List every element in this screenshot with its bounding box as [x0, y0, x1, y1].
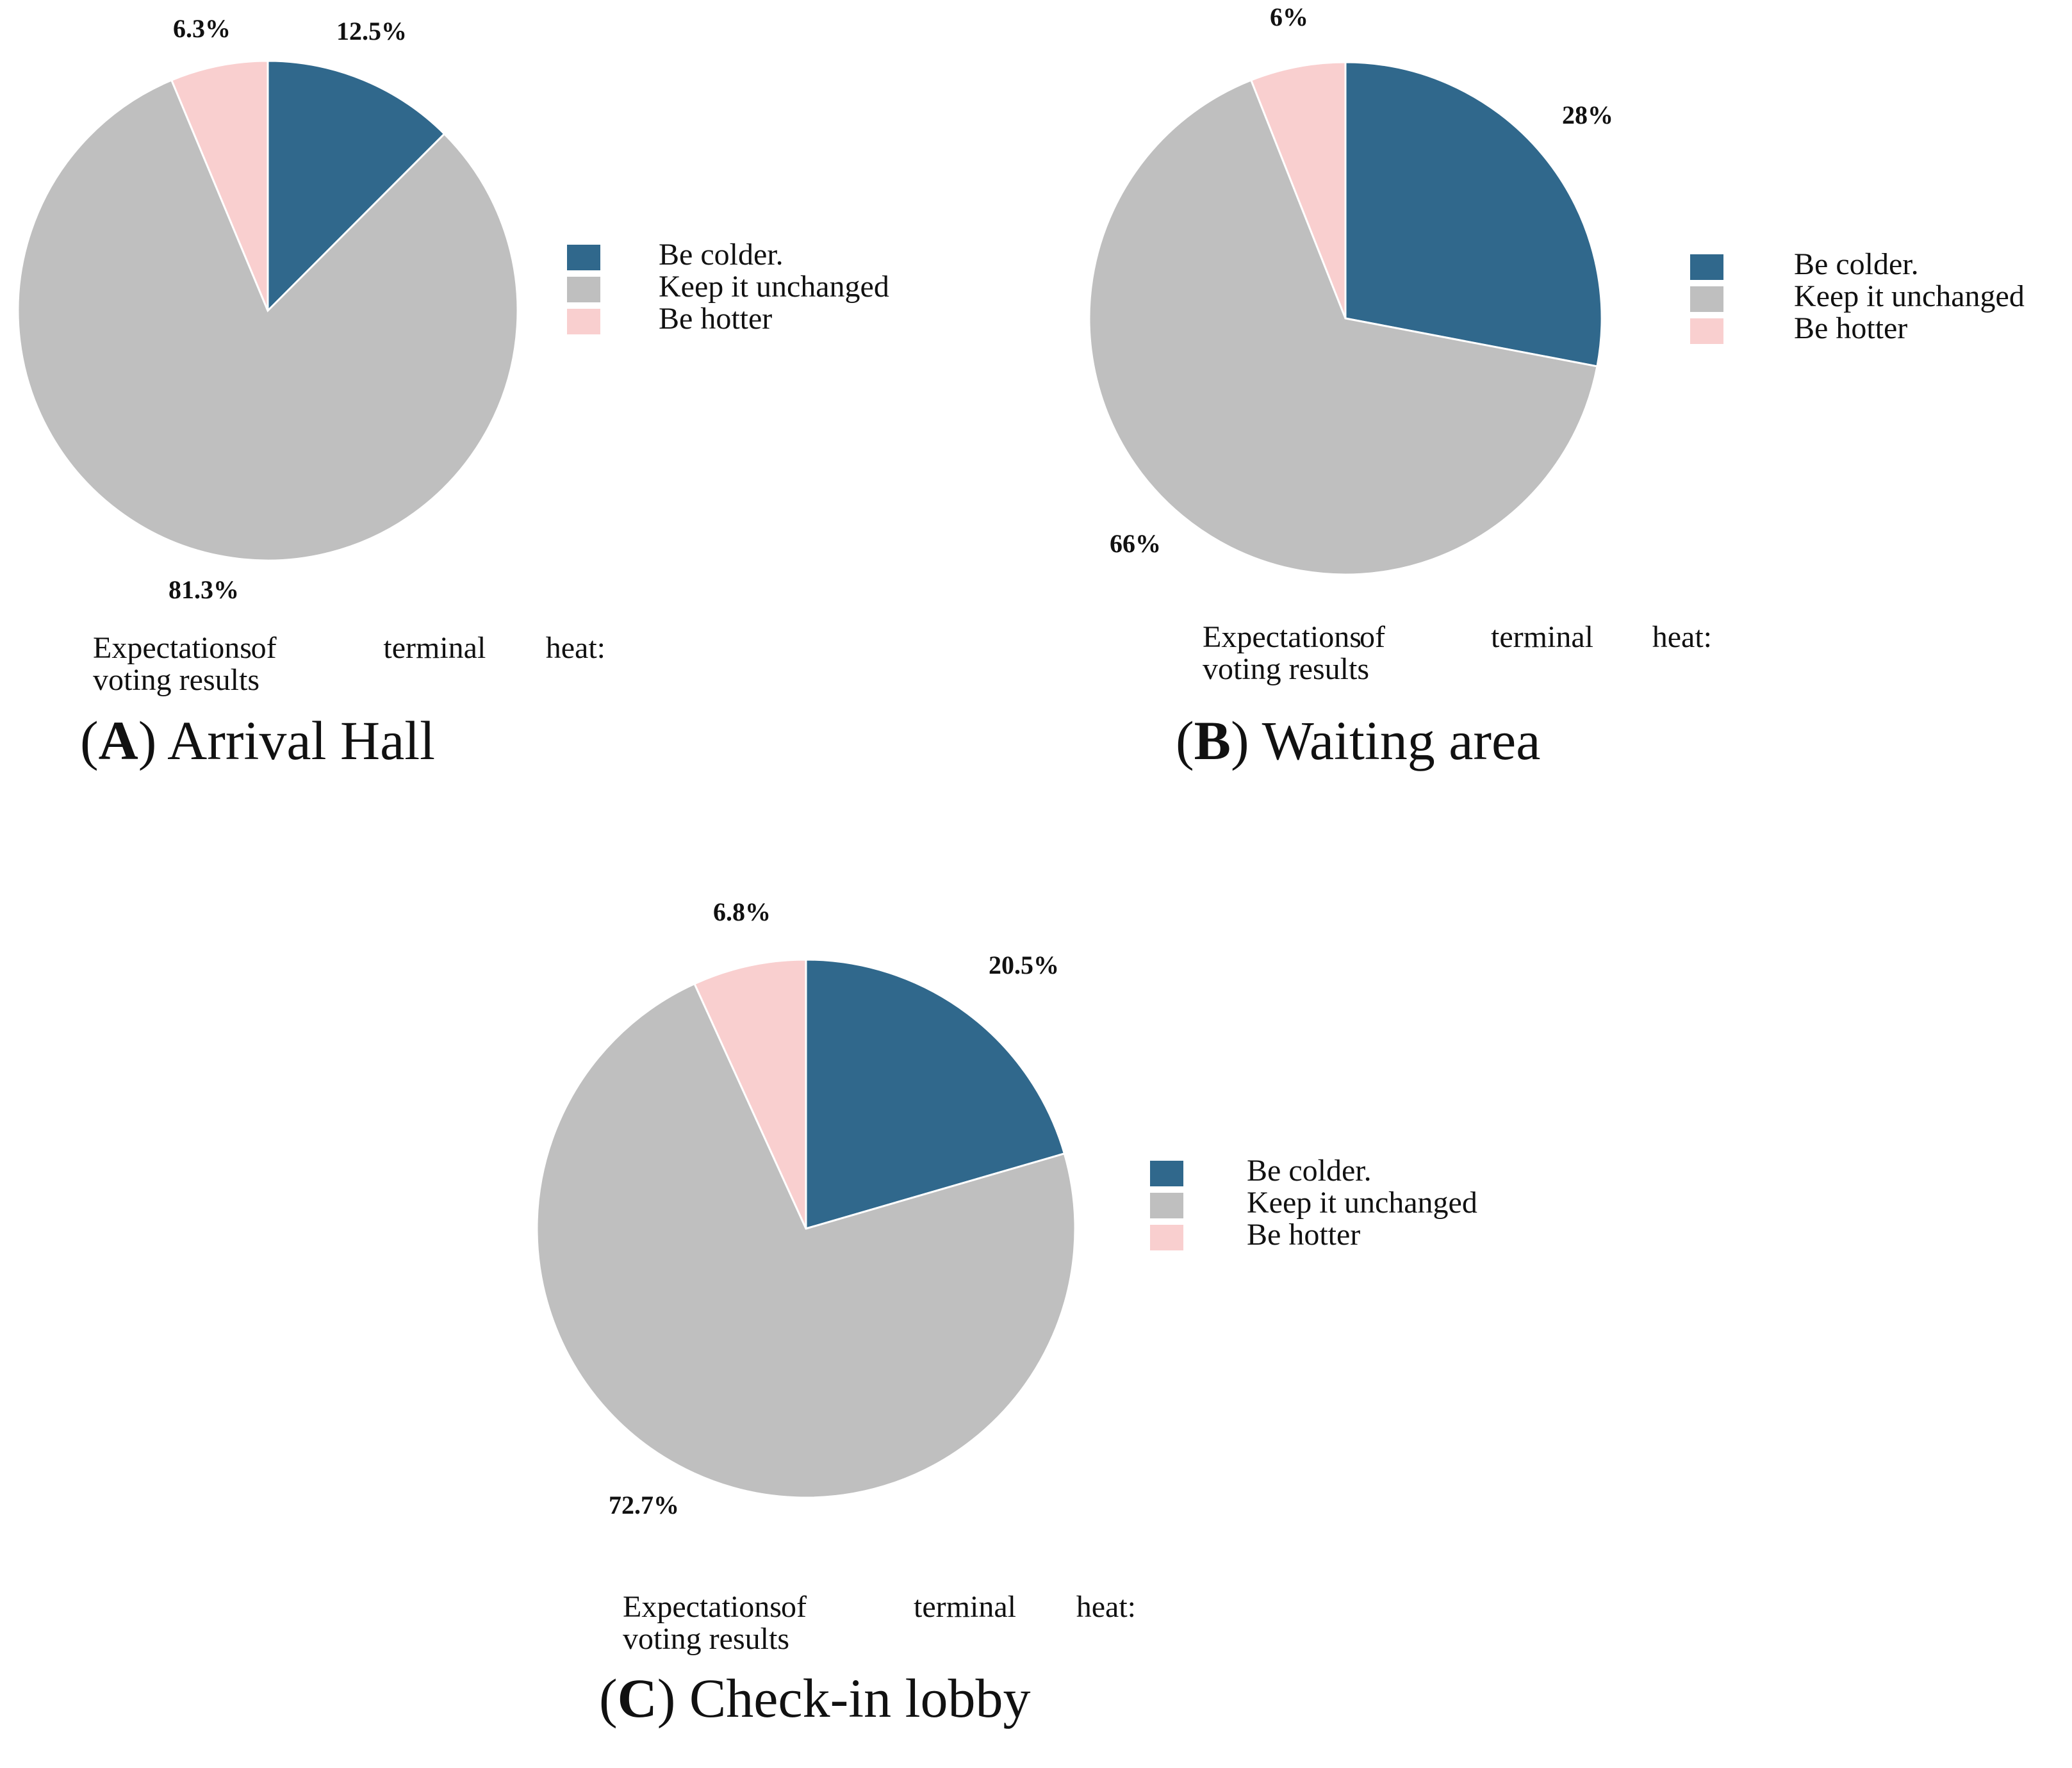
panel-title: Check-in lobby	[689, 1667, 1031, 1729]
subtitle-line-2: voting results	[623, 1622, 789, 1656]
pie-slice-be-colder	[267, 60, 446, 313]
subtitle-word: of	[781, 1590, 807, 1624]
subtitle-word: Expectations	[1203, 620, 1361, 654]
legend-label: Be hotter	[1794, 311, 1907, 345]
data-label: 66%	[1110, 529, 1161, 558]
pie-slice-keep-it-unchanged	[536, 982, 1076, 1499]
pie-slice-be-colder	[1344, 61, 1603, 368]
panel-letter: B	[1194, 710, 1231, 771]
subtitle-word: terminal	[383, 631, 486, 665]
legend-swatch	[1690, 286, 1723, 312]
caption-paren-close: )	[657, 1667, 689, 1729]
legend-swatch	[1150, 1161, 1183, 1186]
panel-title: Arrival Hall	[167, 710, 435, 771]
legend-label: Be hotter	[659, 302, 772, 336]
caption-paren-open: (	[599, 1667, 618, 1729]
legend-swatch	[1690, 254, 1723, 280]
data-label: 6.8%	[713, 897, 771, 926]
data-label: 6%	[1270, 3, 1308, 31]
pie-slice-be-colder	[805, 958, 1066, 1230]
subtitle-word: Expectations	[623, 1590, 782, 1624]
caption-paren-close: )	[138, 710, 167, 771]
subtitle-word: of	[251, 631, 277, 665]
legend-label: Keep it unchanged	[1794, 279, 2025, 313]
caption-paren-open: (	[80, 710, 99, 771]
legend-swatch	[1150, 1193, 1183, 1218]
panel-caption: (C) Check-in lobby	[599, 1667, 1031, 1729]
pie-slice-be-hotter	[693, 958, 807, 1229]
pie-chart-c: 20.5% 72.7% 6.8% Be colder.Keep it unchange…	[536, 897, 1477, 1729]
data-label: 72.7%	[609, 1491, 679, 1519]
subtitle-word: of	[1360, 620, 1385, 654]
panel-title: Waiting area	[1262, 710, 1541, 771]
pie-slice-keep-it-unchanged	[1088, 79, 1599, 576]
legend-label: Be hotter	[1247, 1218, 1360, 1252]
panel-letter: C	[618, 1667, 657, 1729]
subtitle-line-2: voting results	[1203, 652, 1369, 686]
legend-label: Keep it unchanged	[659, 270, 889, 304]
data-label: 81.3%	[169, 575, 239, 604]
data-label: 28%	[1562, 101, 1613, 129]
legend-swatch	[1150, 1225, 1183, 1250]
data-label: 12.5%	[336, 17, 407, 45]
legend-label: Be colder.	[1794, 247, 1919, 281]
subtitle-word: heat:	[546, 631, 605, 665]
pie-chart-a: 12.5% 81.3% 6.3% Be colder.Keep it unchange…	[17, 14, 889, 771]
legend-swatch	[567, 277, 600, 302]
panel-caption: (A) Arrival Hall	[80, 710, 435, 771]
legend-label: Be colder.	[659, 238, 784, 272]
subtitle-word: heat:	[1652, 620, 1712, 654]
subtitle-word: heat:	[1076, 1590, 1136, 1624]
subtitle-line-2: voting results	[93, 663, 259, 697]
legend-swatch	[1690, 318, 1723, 344]
panel-letter: A	[99, 710, 138, 771]
data-label: 6.3%	[173, 14, 231, 43]
subtitle-word: Expectations	[93, 631, 252, 665]
subtitle-word: terminal	[914, 1590, 1016, 1624]
pie-slice-keep-it-unchanged	[17, 79, 519, 562]
legend-swatch	[567, 245, 600, 270]
legend-swatch	[567, 309, 600, 334]
panel-caption: (B) Waiting area	[1176, 710, 1540, 771]
legend-label: Be colder.	[1247, 1154, 1372, 1188]
subtitle-word: terminal	[1491, 620, 1593, 654]
legend-label: Keep it unchanged	[1247, 1186, 1477, 1220]
caption-paren-close: )	[1231, 710, 1262, 771]
pie-slice-be-hotter	[1249, 61, 1347, 319]
data-label: 20.5%	[989, 951, 1059, 979]
pie-slice-be-hotter	[170, 60, 269, 311]
caption-paren-open: (	[1176, 710, 1194, 771]
